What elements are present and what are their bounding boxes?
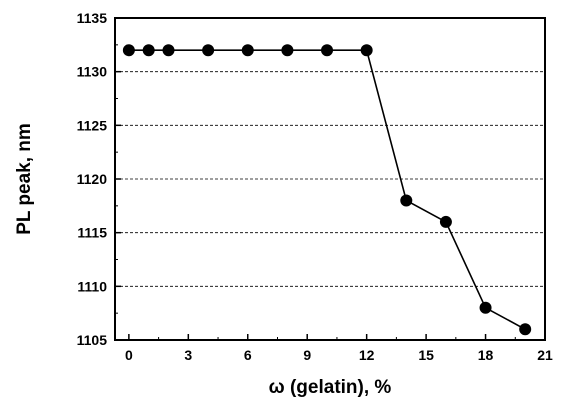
data-point	[122, 44, 135, 57]
data-point	[162, 44, 175, 57]
data-point	[479, 301, 492, 314]
axis-ticks	[115, 17, 546, 341]
gridlines	[115, 71, 545, 287]
data-point	[241, 44, 254, 57]
y-tick-label: 1105	[77, 332, 108, 348]
data-point	[400, 194, 413, 207]
y-axis-title: PL peak, nm	[14, 123, 35, 235]
data-point	[281, 44, 294, 57]
y-tick-label: 1120	[77, 171, 108, 187]
y-tick-label: 1115	[77, 225, 107, 241]
x-axis-title: ω (gelatin), %	[269, 377, 392, 398]
x-tick-label: 9	[303, 347, 311, 363]
x-tick-label: 12	[359, 347, 375, 363]
data-series	[122, 44, 532, 336]
data-point	[321, 44, 334, 57]
data-point	[519, 323, 532, 336]
x-tick-label: 0	[125, 347, 133, 363]
y-tick-label: 1130	[77, 64, 108, 80]
x-tick-label: 3	[184, 347, 192, 363]
x-tick-label: 6	[244, 347, 252, 363]
tick-labels: 1105 1110 1115 1120 1125 1130 1135 0 3 6 9 12 15 18 21	[77, 10, 553, 363]
data-point	[360, 44, 373, 57]
y-tick-label: 1135	[77, 10, 108, 26]
data-point	[142, 44, 155, 57]
x-tick-label: 21	[537, 347, 553, 363]
y-tick-label: 1110	[77, 278, 107, 294]
data-point	[439, 215, 452, 228]
data-point	[202, 44, 215, 57]
x-tick-label: 18	[478, 347, 494, 363]
y-tick-label: 1125	[77, 117, 108, 133]
x-tick-label: 15	[418, 347, 434, 363]
